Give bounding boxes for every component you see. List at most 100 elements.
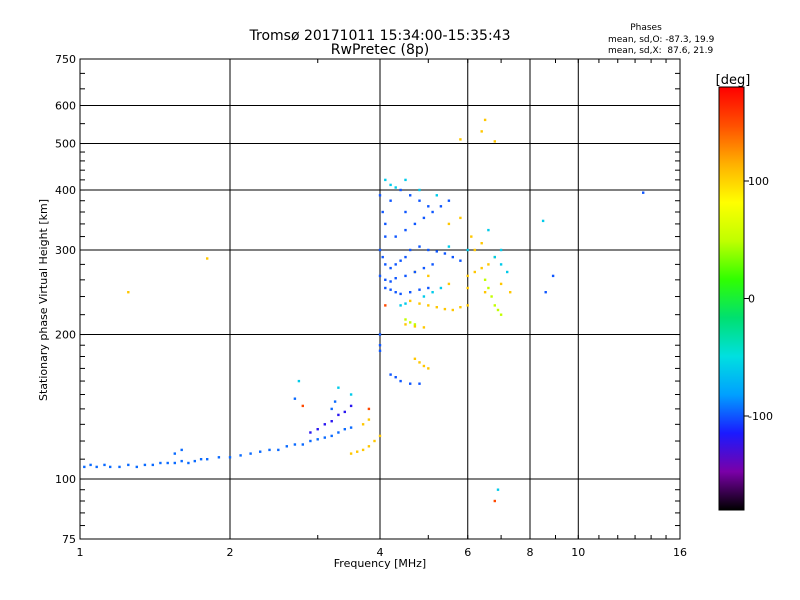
x-tick-label: 8 (527, 546, 534, 559)
data-point (343, 410, 346, 414)
data-point (409, 248, 412, 252)
data-point (451, 255, 454, 259)
data-point (404, 274, 407, 278)
data-point (404, 302, 407, 305)
data-point (384, 178, 387, 182)
data-point (466, 304, 469, 307)
y-tick-label: 600 (55, 100, 76, 113)
data-point (427, 367, 430, 370)
data-point (356, 450, 359, 453)
data-point (180, 459, 183, 463)
data-point (431, 291, 434, 294)
data-point (217, 456, 221, 459)
data-point (103, 463, 106, 467)
chart-title-line2: RwPretec (8p) (331, 42, 429, 58)
data-point (551, 274, 555, 278)
colorbar-tick-label: -100 (748, 410, 773, 423)
data-point (135, 465, 138, 469)
plot-points (83, 118, 645, 503)
data-point (206, 458, 209, 461)
data-point (173, 461, 176, 465)
data-point (199, 458, 203, 461)
data-point (399, 304, 402, 307)
y-tick-label: 75 (62, 533, 76, 546)
data-point (447, 282, 451, 286)
data-point (337, 431, 340, 434)
data-point (422, 216, 426, 220)
data-point (333, 400, 337, 403)
data-point (422, 295, 426, 298)
data-point (404, 255, 407, 259)
data-point (330, 434, 333, 438)
data-point (427, 304, 430, 307)
x-tick-label: 16 (673, 546, 687, 559)
data-point (427, 286, 430, 290)
data-point (413, 222, 417, 226)
data-point (496, 488, 500, 491)
data-point (277, 448, 280, 452)
colorbar-ticks: 100 0 -100 (744, 175, 773, 423)
stats-x-line: mean, sd,X: 87.6, 21.9 (608, 46, 714, 56)
data-point (301, 404, 304, 408)
data-point (480, 266, 483, 270)
data-point (493, 304, 496, 307)
data-point (301, 443, 304, 446)
data-point (422, 364, 426, 368)
stats-o-line: mean, sd,O: -87.3, 19.9 (608, 35, 715, 45)
data-point (418, 188, 421, 192)
colorbar-tick-label: 100 (748, 175, 769, 188)
y-tick-label: 500 (55, 138, 76, 151)
data-point (409, 194, 412, 197)
data-point (409, 291, 412, 294)
data-point (399, 259, 402, 262)
data-point (413, 357, 417, 360)
data-point (435, 306, 438, 309)
data-point (473, 248, 476, 252)
data-point (447, 199, 451, 202)
colorbar-label: [deg] (716, 73, 751, 88)
data-point (367, 445, 371, 448)
data-point (378, 344, 382, 347)
data-point (285, 445, 288, 448)
data-point (367, 407, 371, 411)
data-point (483, 278, 487, 281)
data-point (409, 382, 412, 385)
data-point (95, 465, 98, 469)
data-point (389, 199, 392, 202)
data-point (89, 463, 92, 467)
y-tick-label: 100 (55, 473, 76, 486)
data-point (239, 454, 242, 457)
data-point (409, 299, 412, 303)
data-point (249, 452, 252, 455)
data-point (297, 379, 301, 383)
data-point (378, 333, 382, 336)
y-tick-label: 400 (55, 184, 76, 197)
data-point (413, 325, 417, 328)
x-tick-label: 6 (464, 546, 471, 559)
data-point (309, 431, 312, 434)
data-point (443, 307, 447, 311)
data-point (384, 304, 387, 307)
data-point (499, 313, 503, 316)
data-point (470, 235, 473, 238)
data-point (349, 452, 353, 455)
data-point (384, 263, 387, 266)
data-point (187, 461, 190, 465)
data-point (418, 302, 421, 305)
data-point (422, 266, 426, 270)
data-point (404, 318, 407, 321)
data-point (493, 140, 496, 143)
data-point (480, 130, 483, 133)
data-point (499, 263, 503, 266)
data-point (378, 248, 382, 252)
data-point (418, 382, 421, 385)
data-point (435, 194, 438, 197)
data-point (493, 499, 496, 503)
data-point (473, 270, 476, 274)
x-tick-label: 2 (227, 546, 234, 559)
data-point (394, 376, 397, 379)
data-point (487, 263, 490, 266)
data-point (642, 191, 645, 194)
data-point (268, 448, 271, 452)
